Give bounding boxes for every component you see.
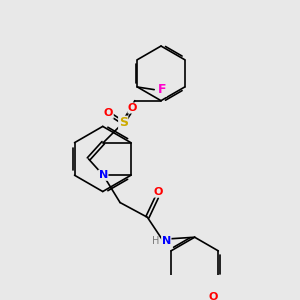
Text: H: H [152,236,159,246]
Text: O: O [208,292,218,300]
Text: O: O [104,108,113,118]
Text: N: N [162,236,171,246]
Text: O: O [128,103,137,113]
Text: O: O [153,187,163,197]
Text: F: F [158,83,166,96]
Text: S: S [119,116,128,129]
Text: N: N [99,170,108,180]
